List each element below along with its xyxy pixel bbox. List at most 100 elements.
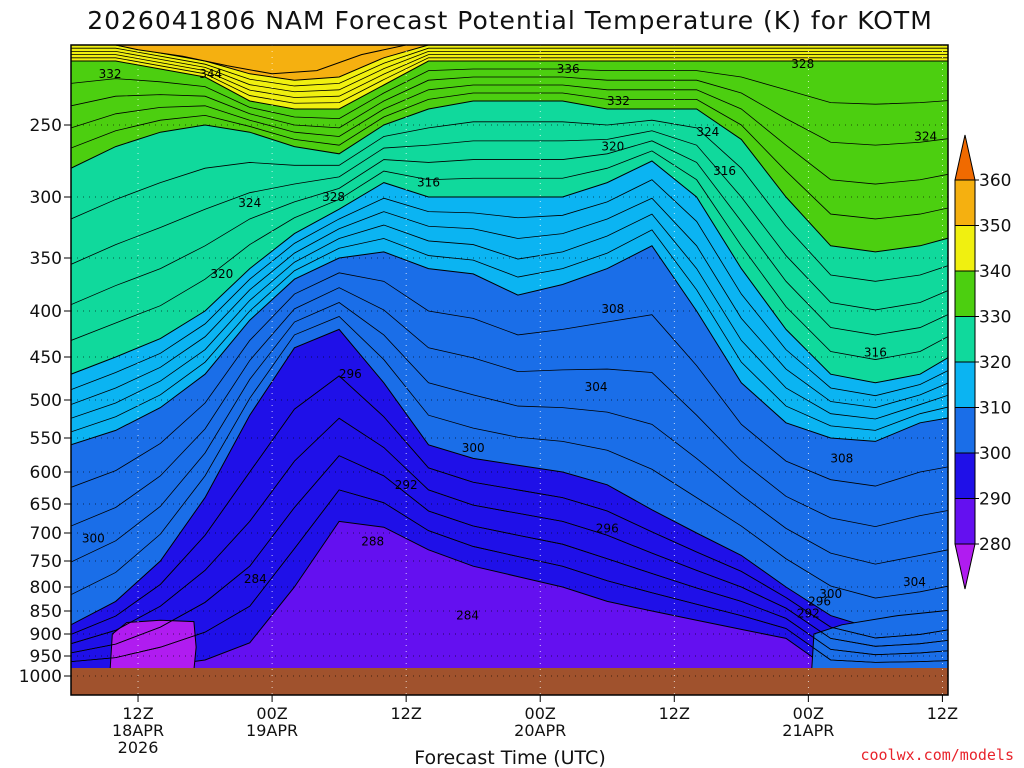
colorbar-segment <box>954 179 976 226</box>
credit-text[interactable]: coolwx.com/models <box>860 746 1014 764</box>
y-tick-label: 500 <box>30 391 62 411</box>
x-tick-label: 21APR <box>782 721 834 740</box>
colorbar-label: 290 <box>979 490 1011 510</box>
colorbar-label: 300 <box>979 444 1011 464</box>
contour-line <box>71 375 948 639</box>
colorbar-segment <box>954 225 976 272</box>
contour-line <box>71 455 948 656</box>
contour-line <box>71 54 948 98</box>
contour-label: 320 <box>210 267 233 281</box>
theta-band-350 <box>115 45 407 75</box>
contour-line <box>71 489 948 663</box>
contour-label: 344 <box>199 67 222 81</box>
contour-line <box>71 213 948 420</box>
theta-band-below-280 <box>109 619 197 671</box>
colorbar-label: 280 <box>979 535 1011 555</box>
contour-line <box>71 197 948 409</box>
contour-line <box>71 68 948 120</box>
grid-lines <box>71 45 948 695</box>
ground-layer <box>71 668 948 695</box>
contour-label: 292 <box>797 606 820 620</box>
x-tick-label: 18APR <box>112 721 164 740</box>
contour-label: 296 <box>808 594 831 608</box>
contour-label: 296 <box>339 367 362 381</box>
colorbar-label: 310 <box>979 399 1011 419</box>
colorbar-label: 320 <box>979 353 1011 373</box>
chart-title: 2026041806 NAM Forecast Potential Temper… <box>87 6 933 35</box>
contour-label: 316 <box>864 345 887 359</box>
contour-label: 284 <box>456 609 479 623</box>
colorbar-segment <box>954 407 976 454</box>
y-tick-label: 400 <box>30 302 62 322</box>
y-tick-label: 950 <box>30 647 62 667</box>
colorbar-extend-max <box>954 134 976 181</box>
colorbar-label: 340 <box>979 262 1011 282</box>
contour-label: 324 <box>238 196 261 210</box>
contour-label: 300 <box>462 441 485 455</box>
y-tick-label: 700 <box>30 524 62 544</box>
contour-label: 300 <box>819 587 842 601</box>
contour-line <box>71 287 948 528</box>
colorbar-segment <box>954 498 976 545</box>
contour-label: 288 <box>361 534 384 548</box>
x-tick-label: 12Z <box>927 704 958 723</box>
colorbar-segment <box>954 361 976 408</box>
x-tick-label: 12Z <box>122 704 153 723</box>
contour-line <box>71 76 948 146</box>
x-tick-label: 12Z <box>659 704 690 723</box>
y-tick-label: 600 <box>30 463 62 483</box>
x-tick-label: 2026 <box>118 738 159 757</box>
contour-label: 304 <box>585 380 608 394</box>
y-tick-label: 550 <box>30 429 62 449</box>
colorbar-label: 330 <box>979 308 1011 328</box>
contour-line <box>71 130 948 311</box>
contour-line <box>71 316 948 599</box>
contour-label: 332 <box>607 94 630 108</box>
y-tick-label: 750 <box>30 552 62 572</box>
contour-label: 300 <box>82 532 105 546</box>
plot-area <box>71 45 948 695</box>
contour-label: 320 <box>601 140 624 154</box>
contour-line <box>71 140 948 336</box>
x-tick-label: 00Z <box>525 704 556 723</box>
x-tick-label: 20APR <box>514 721 566 740</box>
x-tick-label: 12Z <box>390 704 421 723</box>
contour-line <box>71 92 948 220</box>
contour-line <box>71 51 948 93</box>
plot-frame <box>70 44 949 696</box>
contour-label: 308 <box>601 302 624 316</box>
colorbar-segment <box>954 270 976 317</box>
y-tick-label: 850 <box>30 602 62 622</box>
contour-label: 316 <box>417 176 440 190</box>
contour-line <box>71 272 948 488</box>
contour-label: 304 <box>903 575 926 589</box>
contour-line <box>71 84 948 185</box>
contour-label: 328 <box>322 190 345 204</box>
colorbar-extend-min <box>954 543 976 590</box>
contour-label: 308 <box>830 451 853 465</box>
y-axis: 250 300 350 400 450 500 550 600 650 700 750 800 850 9… <box>19 116 71 687</box>
y-tick-label: 450 <box>30 348 62 368</box>
contour-label: 328 <box>791 57 814 71</box>
colorbar-segment <box>954 452 976 499</box>
y-tick-label: 800 <box>30 578 62 598</box>
x-tick-label: 19APR <box>246 721 298 740</box>
low-level-300-band <box>811 609 948 671</box>
x-axis-label: Forecast Time (UTC) <box>414 747 605 768</box>
y-tick-label: 1000 <box>19 667 62 687</box>
y-tick-label: 650 <box>30 495 62 515</box>
colorbar-segment <box>954 316 976 363</box>
contour-label: 316 <box>713 164 736 178</box>
contour-line <box>71 302 948 565</box>
contour-line <box>71 150 948 360</box>
contour-label: 324 <box>914 130 937 144</box>
contour-label: 324 <box>696 125 719 139</box>
x-tick-label: 00Z <box>793 704 824 723</box>
contour-line <box>71 57 948 104</box>
colorbar-label: 360 <box>979 171 1011 191</box>
contour-labels: 332 344 336 328 332 324 320 316 324 316 328 324 320 3… <box>82 57 937 622</box>
contour-label: 296 <box>596 521 619 535</box>
y-tick-label: 900 <box>30 625 62 645</box>
contour-label: 292 <box>395 478 418 492</box>
